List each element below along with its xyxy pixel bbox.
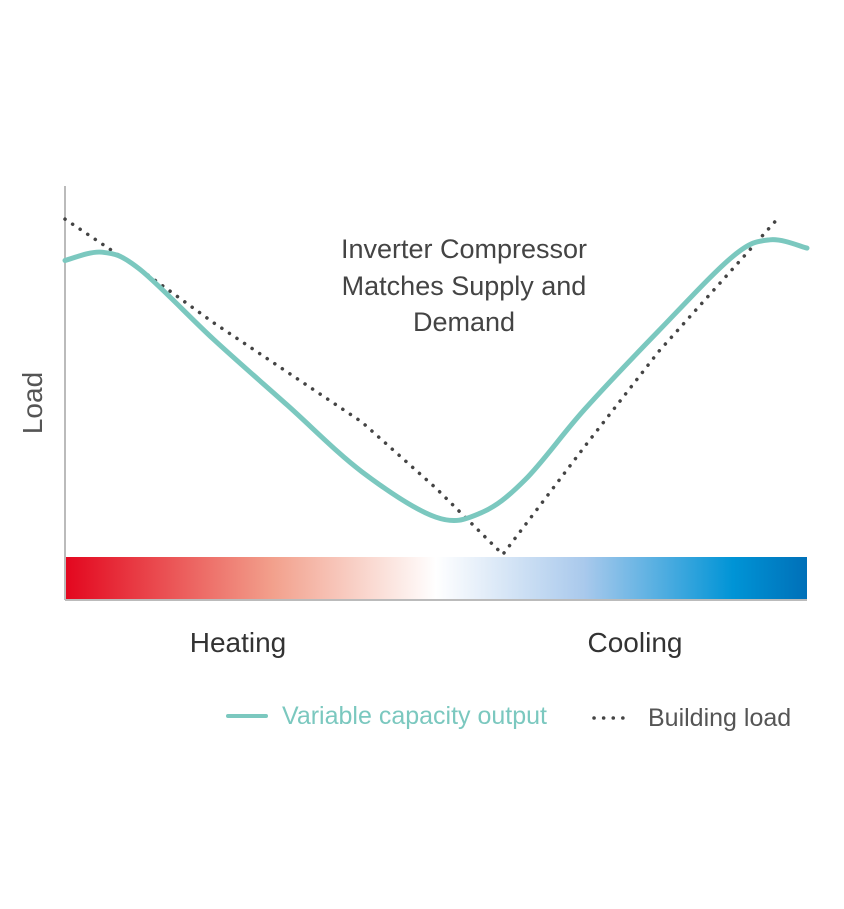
annotation-line-1: Inverter Compressor — [341, 234, 587, 264]
heating-cooling-gradient-band — [65, 557, 807, 600]
annotation-line-3: Demand — [413, 307, 515, 337]
legend-label-variable-capacity-output: Variable capacity output — [282, 702, 547, 730]
legend-label-building-load: Building load — [648, 704, 791, 732]
series-line-variable-capacity-output — [62, 237, 810, 524]
series-line-building-load — [63, 217, 780, 558]
y-axis-label: Load — [17, 372, 48, 434]
heating-label: Heating — [190, 627, 287, 658]
cooling-label: Cooling — [588, 627, 683, 658]
annotation-line-2: Matches Supply and — [342, 271, 587, 301]
